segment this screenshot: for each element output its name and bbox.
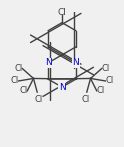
Text: Cl: Cl xyxy=(14,64,22,73)
Text: Cl: Cl xyxy=(102,64,110,73)
Text: Cl: Cl xyxy=(19,86,27,95)
Text: N: N xyxy=(73,59,79,67)
Text: N: N xyxy=(45,59,51,67)
Text: Cl: Cl xyxy=(97,86,105,95)
Text: Cl: Cl xyxy=(58,8,66,17)
Text: N: N xyxy=(59,83,65,92)
Text: Cl: Cl xyxy=(10,76,19,85)
Text: Cl: Cl xyxy=(105,76,114,85)
Text: Cl: Cl xyxy=(34,95,43,104)
Text: Cl: Cl xyxy=(81,95,90,104)
